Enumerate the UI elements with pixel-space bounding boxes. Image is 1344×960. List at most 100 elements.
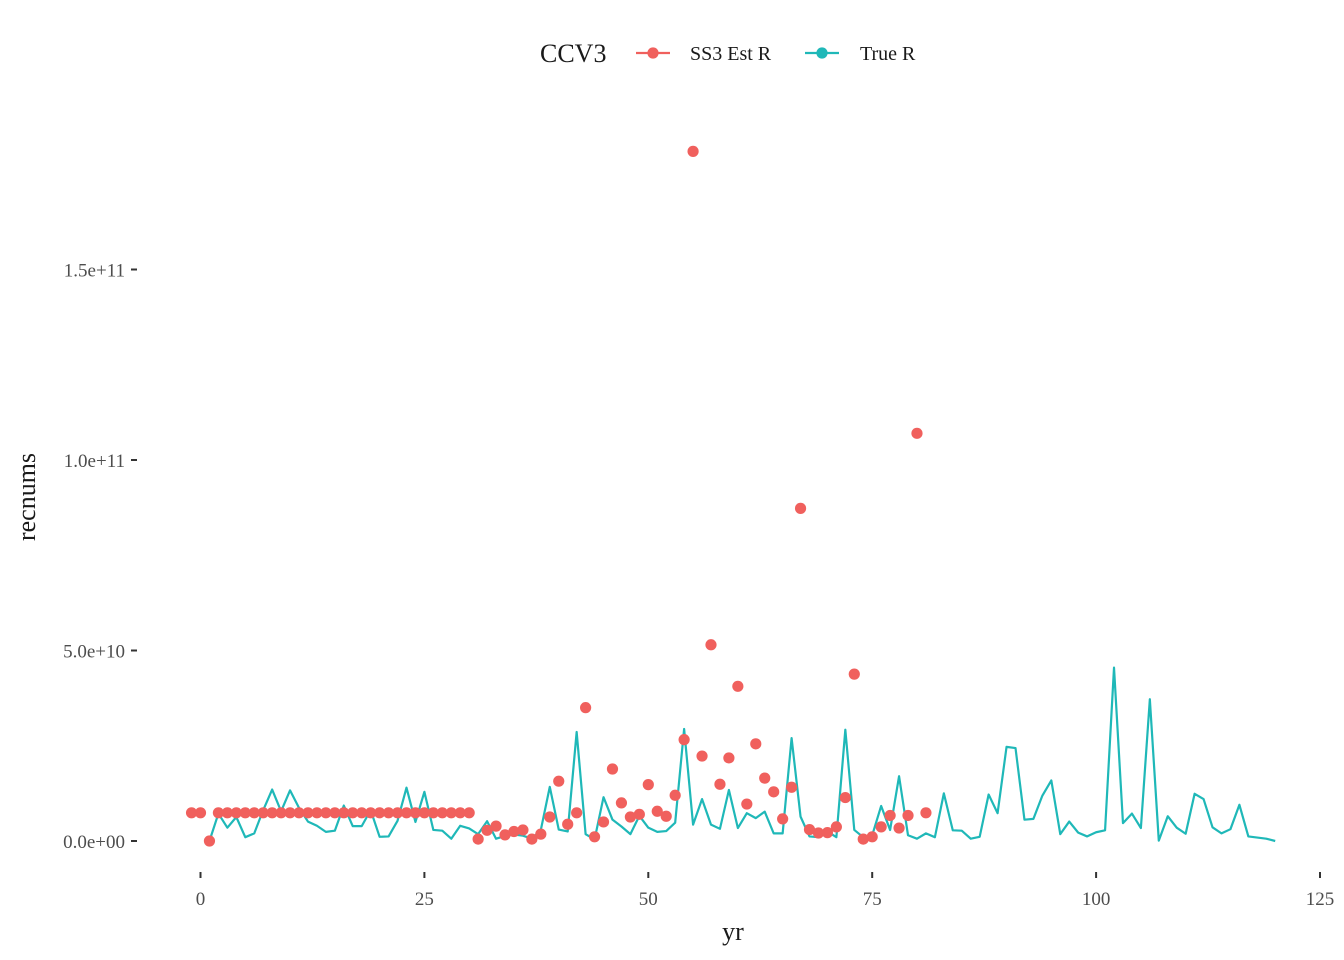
data-point-ss3-est-r bbox=[633, 808, 645, 820]
y-tick-label: 5.0e+10 bbox=[63, 642, 125, 663]
data-point-ss3-est-r bbox=[920, 807, 932, 819]
data-point-ss3-est-r bbox=[606, 763, 619, 775]
y-tick-label: 0.0e+00 bbox=[63, 832, 125, 853]
y-axis-title: recnums bbox=[12, 453, 41, 541]
data-point-ss3-est-r bbox=[884, 809, 896, 822]
y-axis: 0.0e+00 5.0e+10 1.0e+11 1.5e+11 bbox=[63, 261, 137, 853]
y-tick-label: 1.0e+11 bbox=[64, 451, 125, 472]
data-point-ss3-est-r bbox=[499, 829, 511, 841]
data-point-ss3-est-r bbox=[302, 807, 314, 819]
data-point-ss3-est-r bbox=[445, 807, 457, 819]
data-point-ss3-est-r bbox=[284, 807, 296, 819]
data-point-ss3-est-r bbox=[239, 807, 251, 819]
data-point-ss3-est-r bbox=[803, 823, 816, 836]
data-point-ss3-est-r bbox=[839, 791, 851, 804]
legend-key-point bbox=[647, 47, 659, 59]
data-point-ss3-est-r bbox=[508, 825, 520, 838]
data-point-ss3-est-r bbox=[400, 807, 413, 819]
legend-label: True R bbox=[860, 43, 916, 65]
data-point-ss3-est-r bbox=[194, 807, 207, 819]
data-point-ss3-est-r bbox=[615, 797, 628, 809]
data-point-ss3-est-r bbox=[678, 734, 690, 746]
data-point-ss3-est-r bbox=[741, 798, 753, 810]
legend-title: CCV3 bbox=[540, 39, 606, 68]
data-point-ss3-est-r bbox=[356, 807, 368, 819]
data-point-ss3-est-r bbox=[848, 668, 860, 680]
data-point-ss3-est-r bbox=[553, 775, 565, 787]
data-point-ss3-est-r bbox=[382, 807, 395, 819]
data-point-ss3-est-r bbox=[893, 822, 905, 834]
plot-area bbox=[185, 145, 1276, 847]
series-line-true-r bbox=[208, 666, 1276, 843]
data-point-ss3-est-r bbox=[472, 833, 484, 845]
data-point-ss3-est-r bbox=[391, 807, 404, 819]
data-point-ss3-est-r bbox=[338, 807, 350, 819]
data-point-ss3-est-r bbox=[221, 807, 233, 819]
legend-label: SS3 Est R bbox=[690, 43, 772, 65]
data-point-ss3-est-r bbox=[490, 820, 502, 832]
data-point-ss3-est-r bbox=[669, 789, 681, 801]
data-point-ss3-est-r bbox=[597, 816, 610, 828]
data-point-ss3-est-r bbox=[768, 786, 780, 798]
data-point-ss3-est-r bbox=[311, 807, 323, 819]
data-point-ss3-est-r bbox=[481, 824, 493, 836]
data-point-ss3-est-r bbox=[759, 772, 771, 784]
data-point-ss3-est-r bbox=[275, 807, 287, 819]
data-point-ss3-est-r bbox=[463, 807, 475, 819]
data-point-ss3-est-r bbox=[732, 680, 744, 692]
data-point-ss3-est-r bbox=[418, 807, 430, 819]
x-tick-label: 0 bbox=[196, 889, 206, 910]
data-point-ss3-est-r bbox=[687, 145, 699, 157]
data-point-ss3-est-r bbox=[230, 807, 242, 819]
data-point-ss3-est-r bbox=[794, 502, 807, 514]
data-point-ss3-est-r bbox=[409, 807, 422, 819]
x-tick-label: 50 bbox=[639, 889, 658, 910]
data-point-ss3-est-r bbox=[866, 831, 878, 843]
legend-key-point bbox=[816, 47, 828, 59]
data-point-ss3-est-r bbox=[535, 828, 547, 840]
data-point-ss3-est-r bbox=[436, 807, 448, 819]
data-point-ss3-est-r bbox=[266, 807, 278, 819]
x-tick-label: 25 bbox=[415, 889, 434, 910]
data-point-ss3-est-r bbox=[526, 833, 538, 845]
data-point-ss3-est-r bbox=[374, 807, 386, 819]
x-tick-label: 125 bbox=[1306, 889, 1335, 910]
data-point-ss3-est-r bbox=[660, 810, 672, 822]
data-point-ss3-est-r bbox=[248, 807, 260, 819]
data-point-ss3-est-r bbox=[562, 818, 574, 830]
x-tick-label: 100 bbox=[1082, 889, 1111, 910]
legend: CCV3 SS3 Est R True R bbox=[540, 39, 916, 68]
data-point-ss3-est-r bbox=[696, 750, 708, 762]
x-axis-title: yr bbox=[722, 917, 744, 946]
data-point-ss3-est-r bbox=[203, 835, 216, 847]
x-axis: 0 25 50 75 100 125 bbox=[196, 872, 1335, 910]
data-point-ss3-est-r bbox=[830, 821, 842, 833]
data-point-ss3-est-r bbox=[821, 827, 834, 839]
data-point-ss3-est-r bbox=[786, 781, 798, 793]
y-tick-label: 1.5e+11 bbox=[64, 261, 125, 282]
data-point-ss3-est-r bbox=[365, 807, 377, 819]
data-point-ss3-est-r bbox=[812, 827, 825, 839]
data-point-ss3-est-r bbox=[588, 831, 601, 843]
x-tick-label: 75 bbox=[863, 889, 882, 910]
point-series-layer bbox=[185, 145, 932, 847]
data-point-ss3-est-r bbox=[750, 738, 762, 750]
data-point-ss3-est-r bbox=[714, 778, 726, 790]
legend-entries: SS3 Est R True R bbox=[636, 43, 916, 65]
data-point-ss3-est-r bbox=[320, 807, 332, 819]
line-series-layer bbox=[208, 666, 1276, 843]
data-point-ss3-est-r bbox=[544, 811, 556, 823]
data-point-ss3-est-r bbox=[185, 807, 198, 819]
data-point-ss3-est-r bbox=[257, 807, 269, 819]
data-point-ss3-est-r bbox=[329, 807, 341, 819]
data-point-ss3-est-r bbox=[705, 639, 717, 651]
data-point-ss3-est-r bbox=[911, 427, 923, 439]
data-point-ss3-est-r bbox=[571, 807, 583, 819]
data-point-ss3-est-r bbox=[902, 809, 914, 822]
data-point-ss3-est-r bbox=[723, 752, 735, 764]
data-point-ss3-est-r bbox=[293, 807, 305, 819]
data-point-ss3-est-r bbox=[857, 833, 869, 845]
data-point-ss3-est-r bbox=[651, 805, 663, 817]
data-point-ss3-est-r bbox=[624, 811, 636, 823]
